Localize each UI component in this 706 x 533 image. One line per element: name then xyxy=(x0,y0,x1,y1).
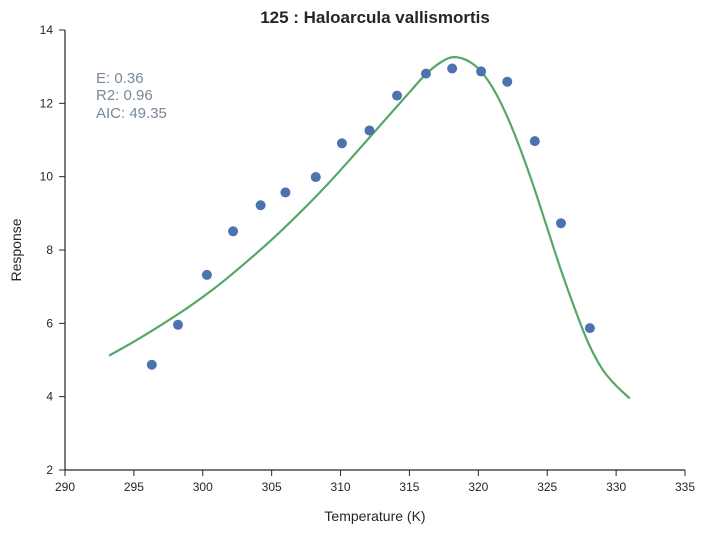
plot-area xyxy=(108,56,631,400)
x-tick-label: 300 xyxy=(193,480,213,494)
annotation-r2: R2: 0.96 xyxy=(96,87,153,104)
data-point xyxy=(146,359,157,370)
y-tick-label: 8 xyxy=(46,243,53,257)
y-ticks: 2 4 6 8 10 12 14 xyxy=(40,23,65,477)
x-tick-label: 295 xyxy=(124,480,144,494)
x-tick-label: 315 xyxy=(399,480,419,494)
y-tick-label: 14 xyxy=(40,23,54,37)
data-point xyxy=(447,63,458,74)
x-tick-label: 290 xyxy=(55,480,75,494)
data-point xyxy=(556,218,566,229)
y-tick-label: 4 xyxy=(46,390,53,404)
x-tick-label: 310 xyxy=(331,480,351,494)
data-point xyxy=(502,76,513,87)
data-point xyxy=(172,319,183,330)
data-point xyxy=(336,138,347,149)
x-tick-label: 320 xyxy=(468,480,488,494)
x-ticks: 290 295 300 305 310 315 320 325 330 335 xyxy=(55,470,695,494)
data-point xyxy=(228,226,239,237)
data-point xyxy=(310,172,321,183)
data-point xyxy=(529,136,540,147)
y-tick-label: 12 xyxy=(40,96,54,110)
x-tick-label: 305 xyxy=(262,480,282,494)
x-tick-label: 325 xyxy=(537,480,557,494)
data-point xyxy=(476,66,487,77)
data-point xyxy=(584,323,595,334)
chart-title: 125 : Haloarcula vallismortis xyxy=(260,8,490,27)
data-point xyxy=(364,125,375,136)
data-point xyxy=(392,90,403,101)
y-tick-label: 6 xyxy=(46,316,53,330)
annotation-e: E: 0.36 xyxy=(96,70,144,87)
annotation-aic: AIC: 49.35 xyxy=(96,105,167,122)
data-point xyxy=(255,200,266,211)
x-axis-label: Temperature (K) xyxy=(324,508,425,524)
y-tick-label: 2 xyxy=(46,463,53,477)
data-point xyxy=(280,187,291,198)
fit-statistics: E: 0.36 R2: 0.96 AIC: 49.35 xyxy=(96,70,167,122)
y-tick-label: 10 xyxy=(40,170,54,184)
x-tick-label: 330 xyxy=(606,480,626,494)
data-point xyxy=(420,68,431,79)
x-tick-label: 335 xyxy=(675,480,695,494)
y-axis-label: Response xyxy=(8,218,24,281)
data-point xyxy=(201,269,212,280)
fit-curve xyxy=(108,56,631,400)
